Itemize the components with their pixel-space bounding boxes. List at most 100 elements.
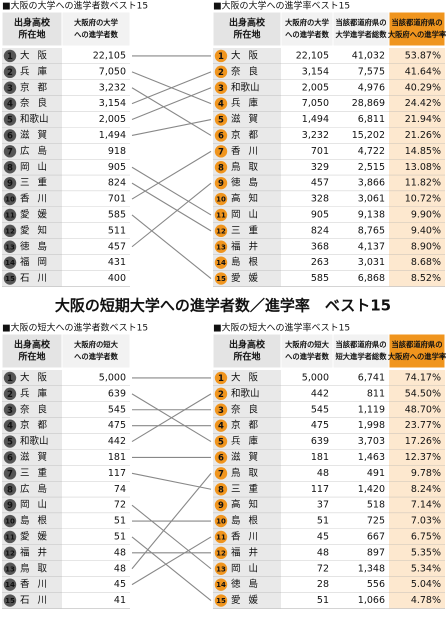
- prefecture: 愛媛: [20, 208, 55, 220]
- cell-bg: [333, 433, 389, 450]
- prefecture: 兵庫: [231, 435, 266, 447]
- rank-number: 15: [216, 597, 226, 605]
- cell-value: 9,138: [358, 209, 385, 220]
- rank-number: 5: [218, 438, 224, 448]
- cell-value: 17.26%: [405, 436, 441, 447]
- rank-number: 13: [5, 243, 15, 251]
- rank-badge: [3, 240, 17, 253]
- cell-bg: [2, 222, 62, 239]
- cell-bg: [213, 385, 281, 402]
- cell-value: 4,976: [358, 82, 385, 93]
- prefecture: 京都: [20, 419, 55, 431]
- cell-bg: [62, 481, 130, 498]
- cell-bg: [213, 191, 281, 207]
- cell-bg: [333, 270, 389, 287]
- cell-bg: [389, 449, 445, 466]
- cell-bg: [2, 560, 62, 577]
- rank-badge: [214, 467, 228, 480]
- cell-bg: [333, 48, 389, 64]
- cell-bg: [2, 143, 62, 160]
- cell-value: 8.90%: [411, 241, 441, 252]
- cell-value: 9.40%: [411, 225, 441, 236]
- cell-bg: [213, 238, 281, 255]
- cell-value: 1,494: [99, 130, 126, 141]
- header-text: への進学者数: [74, 352, 118, 361]
- cell-bg: [389, 544, 445, 561]
- cell-value: 905: [108, 162, 126, 173]
- cell-value: 3,154: [302, 66, 329, 77]
- prefecture: 奈良: [231, 65, 266, 77]
- cell-value: 51: [114, 531, 126, 542]
- rank-badge: [214, 81, 228, 94]
- cell-value: 824: [108, 178, 126, 189]
- rank-badge: [3, 530, 17, 544]
- connector: [131, 393, 212, 443]
- cell-bg: [62, 465, 130, 482]
- rank-number: 13: [216, 243, 226, 251]
- cell-value: 2,515: [358, 162, 385, 173]
- rank-badge: [3, 498, 17, 512]
- rank-badge: [214, 498, 228, 512]
- rank-badge: [3, 145, 17, 158]
- rank-badge: [214, 514, 228, 528]
- cell-bg: [2, 175, 62, 192]
- cell-value: 53.87%: [405, 50, 441, 61]
- cell-bg: [281, 592, 333, 609]
- cell-value: 5.35%: [411, 547, 441, 558]
- cell-value: 48: [114, 563, 126, 574]
- cell-bg: [389, 222, 445, 239]
- header-cell: [332, 11, 390, 47]
- cell-bg: [389, 385, 445, 402]
- rank-badge: [3, 81, 17, 94]
- prefecture: 岡山: [231, 563, 266, 574]
- rank-number: 9: [7, 501, 13, 511]
- cell-value: 10.72%: [405, 194, 441, 205]
- prefecture: 和歌山: [231, 81, 260, 93]
- cell-value: 263: [311, 257, 329, 268]
- rank-badge: [3, 129, 17, 142]
- header-text: 出身高校: [14, 17, 51, 29]
- cell-value: 22,105: [93, 50, 126, 61]
- cell-bg: [213, 175, 281, 192]
- header-text: 所在地: [18, 29, 45, 41]
- cell-bg: [389, 143, 445, 160]
- rank-number: 2: [218, 68, 224, 78]
- rank-badge: [214, 530, 228, 544]
- rank-badge: [214, 113, 228, 126]
- cell-bg: [281, 417, 333, 434]
- cell-bg: [2, 254, 62, 271]
- cell-value: 725: [367, 516, 385, 527]
- rank-number: 4: [7, 100, 13, 110]
- cell-value: 28: [317, 579, 329, 590]
- rank-number: 15: [5, 275, 15, 283]
- cell-bg: [389, 191, 445, 207]
- cell-value: 9.78%: [411, 468, 441, 479]
- cell-bg: [2, 207, 62, 223]
- prefecture: 大阪: [231, 371, 266, 383]
- cell-bg: [281, 191, 333, 207]
- rank-badge: [214, 240, 228, 253]
- prefecture: 岡山: [231, 209, 266, 220]
- header-text: 所在地: [233, 351, 260, 363]
- cell-value: 2,005: [99, 114, 126, 125]
- cell-bg: [333, 222, 389, 239]
- cell-bg: [62, 529, 130, 545]
- cell-bg: [389, 238, 445, 255]
- rank-badge: [214, 546, 228, 560]
- cell-bg: [213, 560, 281, 577]
- cell-bg: [389, 370, 445, 386]
- cell-bg: [333, 143, 389, 160]
- cell-bg: [62, 385, 130, 402]
- prefecture: 京都: [231, 129, 266, 141]
- cell-value: 3,061: [358, 194, 385, 205]
- cell-bg: [389, 465, 445, 482]
- rank-badge: [214, 272, 228, 285]
- cell-bg: [281, 544, 333, 561]
- rank-number: 11: [216, 211, 226, 219]
- cell-bg: [333, 592, 389, 609]
- cell-bg: [62, 111, 130, 128]
- cell-value: 3,866: [358, 178, 385, 189]
- rank-badge: [214, 129, 228, 142]
- cell-bg: [389, 207, 445, 223]
